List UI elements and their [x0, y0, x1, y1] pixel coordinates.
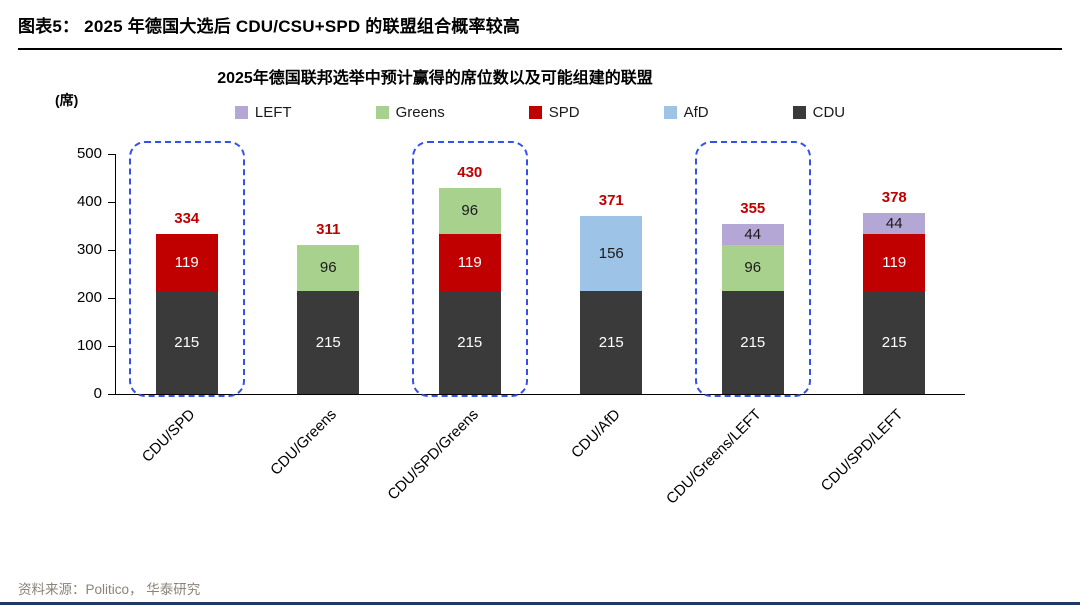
- bar-total-label: 378: [881, 188, 907, 206]
- bar-total-label: 355: [740, 199, 766, 217]
- y-axis-unit-label: (席): [55, 92, 79, 108]
- legend-label-greens: Greens: [395, 104, 445, 121]
- chart-title: 2025年德国联邦选举中预计赢得的席位数以及可能组建的联盟: [217, 70, 653, 87]
- plot-area: 0 100 200 300 400 500 334 119 215 CDU/SPD 311 96 215…: [77, 141, 966, 508]
- x-axis-category-label: CDU/SPD: [139, 406, 199, 466]
- legend-label-cdu: CDU: [812, 104, 846, 121]
- bar-segment-left: 44: [721, 223, 784, 245]
- x-axis-category-label: CDU/AfD: [567, 406, 624, 462]
- bar-total-label: 334: [174, 209, 200, 227]
- legend-label-afd: AfD: [683, 104, 709, 121]
- x-axis-category-label: CDU/Greens: [267, 406, 341, 479]
- bar-segment-spd: 119: [438, 233, 501, 291]
- bar-group-cdu-spd-greens: 430 96 119 215 CDU/SPD/Greens: [384, 141, 541, 503]
- legend-swatch-spd: [528, 106, 542, 119]
- legend-label-left: LEFT: [254, 104, 292, 121]
- bar-group-cdu-afd: 371 156 215 CDU/AfD: [541, 155, 683, 462]
- coalition-highlight-box: [694, 141, 811, 397]
- bar-segment-cdu: 215: [155, 290, 218, 394]
- bar-segment-afd: 156: [580, 215, 643, 291]
- y-axis-tick-label: 300: [76, 241, 102, 258]
- bar-segment-greens: 96: [438, 187, 501, 234]
- bar-segment-spd: 119: [155, 233, 218, 291]
- bar-group-cdu-greens: 311 96 215 CDU/Greens: [258, 155, 400, 479]
- y-axis-tick-mark: [108, 249, 116, 251]
- y-axis-tick-mark: [108, 201, 116, 203]
- stacked-bar: 96 215: [297, 244, 360, 394]
- bar-segment-left: 44: [863, 212, 926, 234]
- legend-swatch-afd: [663, 106, 677, 119]
- y-axis-tick-mark: [108, 393, 116, 395]
- bar-segment-spd: 119: [863, 233, 926, 291]
- x-axis-category-label: CDU/SPD/LEFT: [817, 406, 907, 495]
- figure-caption: 图表5： 2025 年德国大选后 CDU/CSU+SPD 的联盟组合概率较高: [18, 12, 1062, 50]
- y-axis-tick-label: 100: [76, 337, 102, 354]
- chart-legend: LEFT Greens SPD AfD CDU: [115, 104, 965, 121]
- stacked-bar: 96 119 215: [438, 187, 501, 394]
- coalition-highlight-box: [411, 141, 528, 397]
- y-axis-tick-label: 0: [93, 385, 102, 402]
- y-axis-tick-mark: [108, 345, 116, 347]
- x-axis-category-label: CDU/SPD/Greens: [384, 406, 482, 504]
- legend-item-cdu: CDU: [792, 104, 846, 121]
- coalition-highlight-box: [128, 141, 245, 397]
- legend-label-spd: SPD: [548, 104, 580, 121]
- bar-total-label: 430: [457, 163, 483, 181]
- legend-swatch-greens: [375, 106, 389, 119]
- stacked-bar: 119 215: [155, 233, 218, 394]
- bar-total-label: 371: [598, 191, 624, 209]
- legend-item-spd: SPD: [528, 104, 580, 121]
- legend-swatch-left: [234, 106, 248, 119]
- bar-segment-cdu: 215: [297, 290, 360, 394]
- bar-segment-greens: 96: [297, 244, 360, 291]
- x-axis-category-label: CDU/Greens/LEFT: [663, 406, 765, 508]
- legend-item-afd: AfD: [663, 104, 709, 121]
- bar-group-cdu-spd: 334 119 215 CDU/SPD: [116, 141, 258, 466]
- y-axis-tick-mark: [108, 153, 116, 155]
- legend-item-left: LEFT: [234, 104, 292, 121]
- legend-item-greens: Greens: [375, 104, 445, 121]
- bar-total-label: 311: [316, 220, 341, 238]
- stacked-bar: 44 96 215: [721, 223, 784, 394]
- bar-segment-cdu: 215: [580, 290, 643, 394]
- y-axis-tick-label: 400: [76, 193, 102, 210]
- bar-segment-cdu: 215: [438, 290, 501, 394]
- y-axis-tick-label: 200: [76, 289, 102, 306]
- bar-segment-greens: 96: [721, 244, 784, 291]
- bar-segment-cdu: 215: [863, 290, 926, 394]
- source-note: 资料来源：Politico， 华泰研究: [18, 582, 201, 597]
- footer-rule: [0, 602, 1080, 605]
- bar-group-cdu-greens-left: 355 44 96 215 CDU/Greens/LEFT: [663, 141, 824, 508]
- bar-segment-cdu: 215: [721, 290, 784, 394]
- y-axis-tick-mark: [108, 297, 116, 299]
- y-axis-tick-label: 500: [76, 145, 102, 162]
- stacked-bar: 156 215: [580, 215, 643, 394]
- stacked-bar: 44 119 215: [863, 212, 926, 394]
- bar-group-cdu-spd-left: 378 44 119 215 CDU/SPD/LEFT: [818, 155, 966, 495]
- legend-swatch-cdu: [792, 106, 806, 119]
